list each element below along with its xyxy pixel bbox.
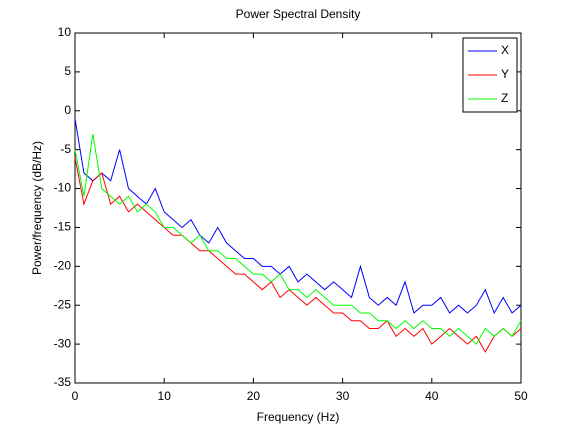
y-tick-label: 0 xyxy=(64,103,71,117)
y-tick-label: -15 xyxy=(54,220,72,234)
y-tick-label: -25 xyxy=(54,297,72,311)
x-axis-label: Frequency (Hz) xyxy=(257,410,340,424)
y-tick-label: 5 xyxy=(64,64,71,78)
y-tick-label: -20 xyxy=(54,259,72,273)
series-line xyxy=(74,157,522,353)
x-tick-label: 0 xyxy=(72,389,79,403)
y-tick-label: -30 xyxy=(54,336,72,350)
chart-title: Power Spectral Density xyxy=(236,7,361,21)
y-axis-label: Power/frequency (dB/Hz) xyxy=(30,141,44,275)
x-tick-label: 10 xyxy=(158,389,172,403)
y-tick-label: -10 xyxy=(54,181,72,195)
x-tick-label: 40 xyxy=(425,389,439,403)
legend-label: X xyxy=(501,43,509,57)
legend-label: Z xyxy=(501,91,508,105)
y-tick-label: 10 xyxy=(58,25,72,39)
legend-label: Y xyxy=(501,67,509,81)
x-tick-label: 30 xyxy=(336,389,350,403)
x-tick-label: 20 xyxy=(247,389,261,403)
y-tick-label: -5 xyxy=(60,142,71,156)
plot-area xyxy=(74,32,522,384)
series-line xyxy=(74,118,522,315)
x-tick-label: 50 xyxy=(514,389,528,403)
series-line xyxy=(74,134,522,345)
y-tick-label: -35 xyxy=(54,375,72,389)
